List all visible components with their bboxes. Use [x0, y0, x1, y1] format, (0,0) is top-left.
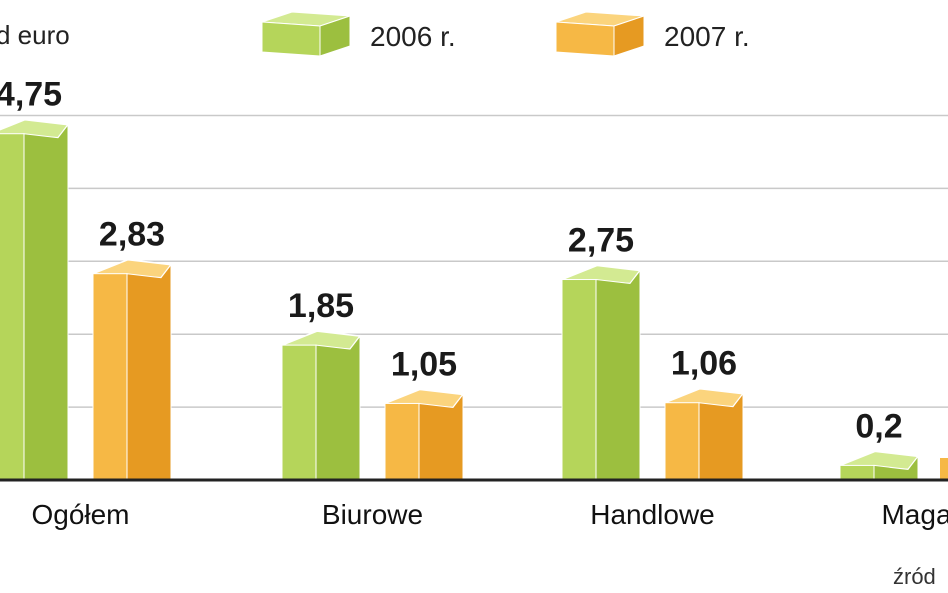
- bar-side: [418, 392, 464, 481]
- value-label: 4,75: [0, 76, 62, 114]
- category-label: Ogółem: [31, 499, 129, 530]
- bar-side: [873, 454, 919, 481]
- bar-front: [561, 279, 597, 481]
- unit-label: d euro: [0, 20, 70, 50]
- bar-0-2: [561, 264, 642, 481]
- swatch-side: [319, 15, 351, 57]
- bar-0-3: [839, 450, 920, 481]
- bar-front: [92, 273, 128, 481]
- bar-front: [839, 464, 875, 481]
- bar-side: [23, 123, 69, 481]
- source-label: źród: [893, 564, 936, 589]
- legend-label-2006: 2006 r.: [370, 21, 456, 52]
- value-label: 1,06: [671, 345, 737, 383]
- bar-side: [126, 263, 172, 481]
- bar-side: [315, 334, 361, 481]
- bar-front: [0, 133, 25, 481]
- swatch-front: [261, 21, 321, 57]
- value-label: 2,75: [568, 222, 634, 260]
- bar-0-1: [281, 330, 362, 481]
- bar-1-2: [664, 387, 745, 481]
- legend-swatch-2007: [555, 11, 645, 57]
- legend-swatch-2006: [261, 11, 351, 57]
- bar-1-1: [384, 388, 465, 481]
- bar-1-0: [92, 258, 173, 481]
- bar-front: [281, 344, 317, 481]
- legend-label-2007: 2007 r.: [664, 21, 750, 52]
- bar-edge-partial: [940, 458, 948, 480]
- bar-front: [384, 402, 420, 481]
- bar-side: [698, 392, 744, 481]
- swatch-front: [555, 21, 615, 57]
- bars: [0, 118, 948, 481]
- value-label: 2,83: [99, 216, 165, 254]
- value-label: 1,05: [391, 345, 457, 383]
- swatch-side: [613, 15, 645, 57]
- value-label: 0,2: [855, 407, 902, 445]
- bar-side: [595, 269, 641, 481]
- bar-front: [940, 458, 948, 480]
- category-label: Handlowe: [590, 499, 715, 530]
- bar-front: [664, 402, 700, 481]
- bar-0-0: [0, 118, 70, 481]
- legend: 2006 r. 2007 r.: [261, 11, 750, 57]
- value-label: 1,85: [288, 287, 354, 325]
- labels: 4,75 2,83 Ogółem 1,85 1,05 Biurowe 2,75 1,06 Han…: [0, 76, 948, 530]
- category-label: Biurowe: [322, 499, 423, 530]
- category-label: Magazy: [881, 499, 948, 530]
